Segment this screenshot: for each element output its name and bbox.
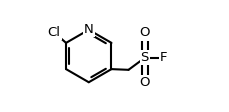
Text: S: S: [140, 51, 148, 64]
Text: O: O: [139, 26, 149, 39]
Text: O: O: [139, 76, 149, 89]
Text: Cl: Cl: [47, 26, 60, 39]
Text: F: F: [160, 51, 167, 64]
Text: N: N: [84, 23, 93, 36]
